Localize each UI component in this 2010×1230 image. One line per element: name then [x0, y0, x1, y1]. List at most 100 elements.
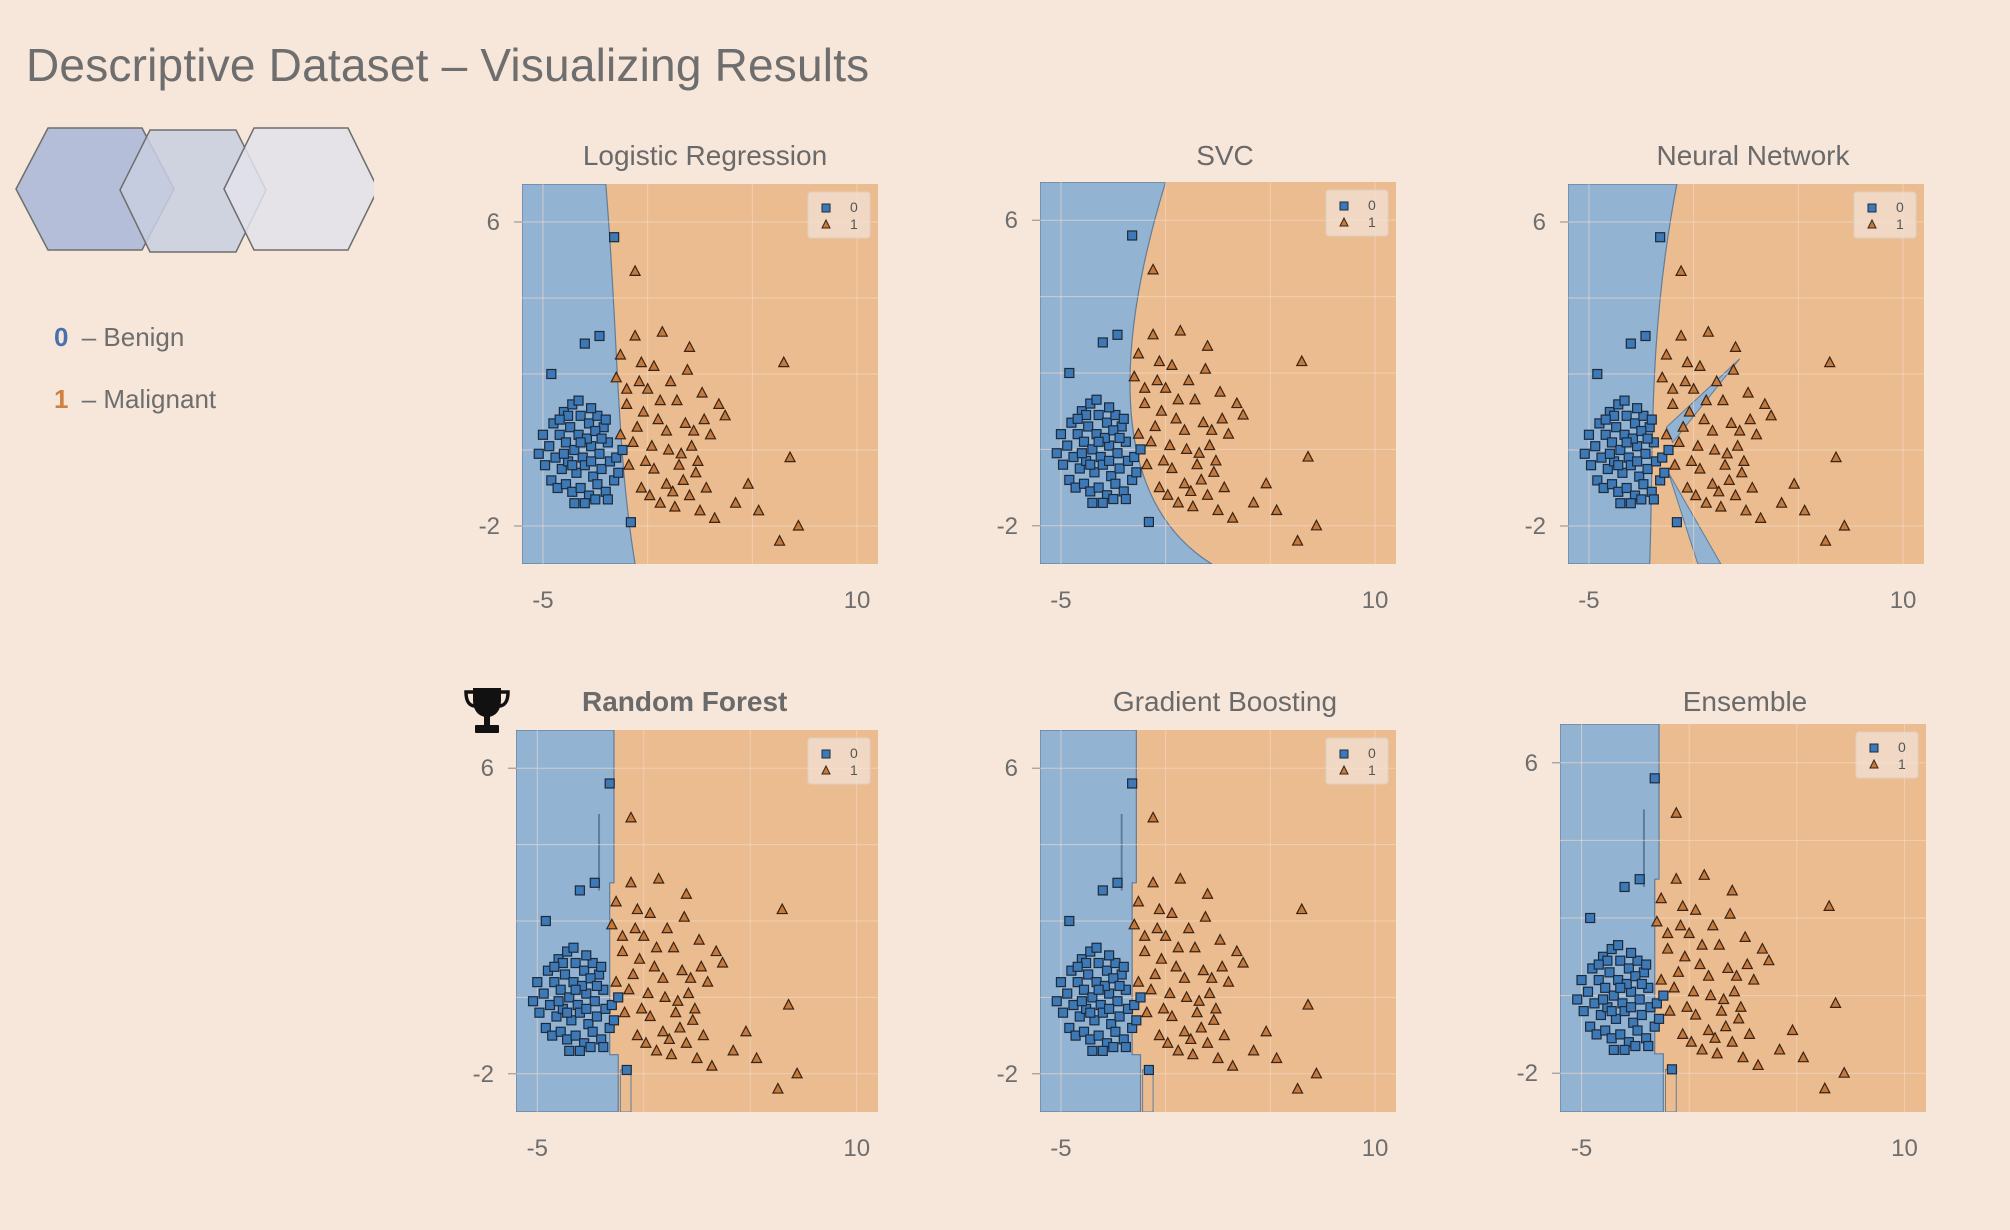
point-class-1	[673, 458, 686, 470]
point-class-0	[1625, 498, 1636, 509]
point-class-1	[1178, 971, 1191, 983]
point-class-0	[1592, 475, 1603, 486]
point-class-0	[547, 1030, 558, 1041]
point-class-1	[1165, 906, 1178, 918]
plot-legend: 01	[807, 737, 871, 785]
point-class-1	[1138, 396, 1151, 409]
point-class-1	[1676, 899, 1689, 911]
y-tick-label: 6	[487, 209, 500, 236]
point-class-0	[544, 999, 556, 1011]
point-class-1	[1818, 1081, 1831, 1094]
point-class-1	[1138, 944, 1151, 957]
axis-ticks: 6 -2 -5 10	[1517, 750, 1918, 1162]
point-class-1	[1716, 393, 1729, 406]
point-class-1	[1302, 998, 1315, 1010]
point-class-1	[1706, 918, 1719, 931]
point-class-1	[660, 424, 673, 436]
chart-panel: Gradient Boosting 0 1 6 -2 -5 10	[990, 686, 1460, 1206]
point-class-0	[1118, 961, 1129, 972]
point-class-0	[1625, 338, 1636, 349]
point-class-0	[1613, 460, 1624, 471]
point-class-1	[1758, 397, 1771, 409]
chart-title: Logistic Regression	[582, 140, 828, 171]
point-class-1	[626, 435, 639, 447]
point-class-0	[570, 957, 581, 969]
grid	[1560, 724, 1926, 1112]
plot-legend: 01	[807, 191, 871, 239]
point-class-1	[1747, 973, 1760, 985]
point-class-0	[1642, 433, 1653, 444]
point-class-0	[544, 441, 555, 452]
point-class-1	[1731, 439, 1744, 451]
axis-ticks: 6 -2 -5 10	[479, 209, 871, 614]
point-class-1	[1830, 450, 1843, 463]
point-class-1	[1149, 967, 1162, 980]
plot-legend-box	[807, 191, 871, 239]
point-class-1	[1672, 965, 1685, 977]
point-class-1	[661, 921, 674, 934]
point-class-0	[1578, 1006, 1589, 1017]
point-class-0	[560, 437, 572, 448]
point-class-1	[777, 355, 790, 368]
point-class-1	[1668, 981, 1681, 993]
point-class-0	[558, 448, 569, 459]
legend-key: 1	[54, 384, 69, 414]
x-tick-label: -5	[532, 587, 553, 614]
point-class-0	[1621, 437, 1632, 448]
point-class-1	[1838, 1066, 1851, 1078]
legend-marker-0	[821, 203, 831, 213]
point-class-0	[608, 1015, 620, 1026]
point-class-1	[1138, 929, 1151, 941]
point-class-1	[1677, 420, 1690, 432]
point-class-0	[585, 973, 596, 984]
point-class-1	[1205, 423, 1218, 435]
point-class-1	[1681, 355, 1694, 368]
point-class-0	[1602, 463, 1613, 475]
point-class-0	[575, 410, 586, 421]
point-class-1	[1132, 427, 1145, 439]
point-class-0	[574, 885, 585, 896]
point-class-0	[579, 965, 590, 976]
point-class-1	[1197, 963, 1210, 976]
point-class-1	[685, 439, 698, 451]
point-class-1	[1195, 473, 1208, 485]
point-class-0	[1615, 1029, 1626, 1040]
point-class-0	[1055, 429, 1067, 440]
point-class-0	[1596, 452, 1607, 463]
point-class-1	[673, 1021, 686, 1033]
point-class-1	[1752, 1058, 1765, 1071]
plot-legend: 01	[1855, 731, 1919, 779]
plot-legend-label: 0	[1896, 199, 1904, 215]
legend-marker-1	[1339, 216, 1349, 227]
point-class-1	[1685, 454, 1698, 466]
point-class-0	[1087, 1045, 1098, 1056]
point-class-0	[1636, 494, 1647, 505]
point-class-0	[1120, 1041, 1131, 1053]
point-class-1	[1663, 1004, 1676, 1016]
point-class-0	[575, 437, 586, 448]
point-class-1	[1696, 938, 1709, 950]
point-class-1	[663, 1032, 676, 1045]
point-class-1	[627, 967, 640, 980]
chart-panel: Ensemble 0 1 6 -2 -5 10	[1510, 686, 1980, 1206]
point-class-1	[605, 918, 618, 930]
point-class-1	[1733, 424, 1746, 436]
point-class-1	[1144, 434, 1157, 447]
point-class-0	[1131, 467, 1142, 478]
point-class-0	[1114, 463, 1125, 474]
point-class-0	[1055, 977, 1067, 988]
point-class-1	[1704, 988, 1717, 1001]
point-class-0	[1093, 482, 1104, 493]
point-class-0	[1636, 1009, 1647, 1021]
point-class-0	[1112, 329, 1123, 340]
point-class-1	[1163, 438, 1176, 451]
point-class-0	[1606, 1006, 1617, 1017]
hexagon-cluster-icon	[15, 127, 374, 253]
point-class-1	[1174, 872, 1187, 884]
point-class-0	[1097, 885, 1108, 896]
point-class-0	[1613, 940, 1624, 951]
point-class-0	[560, 479, 572, 490]
point-class-1	[1687, 382, 1700, 394]
point-class-1	[729, 496, 742, 508]
y-tick-label: 6	[1533, 209, 1546, 236]
